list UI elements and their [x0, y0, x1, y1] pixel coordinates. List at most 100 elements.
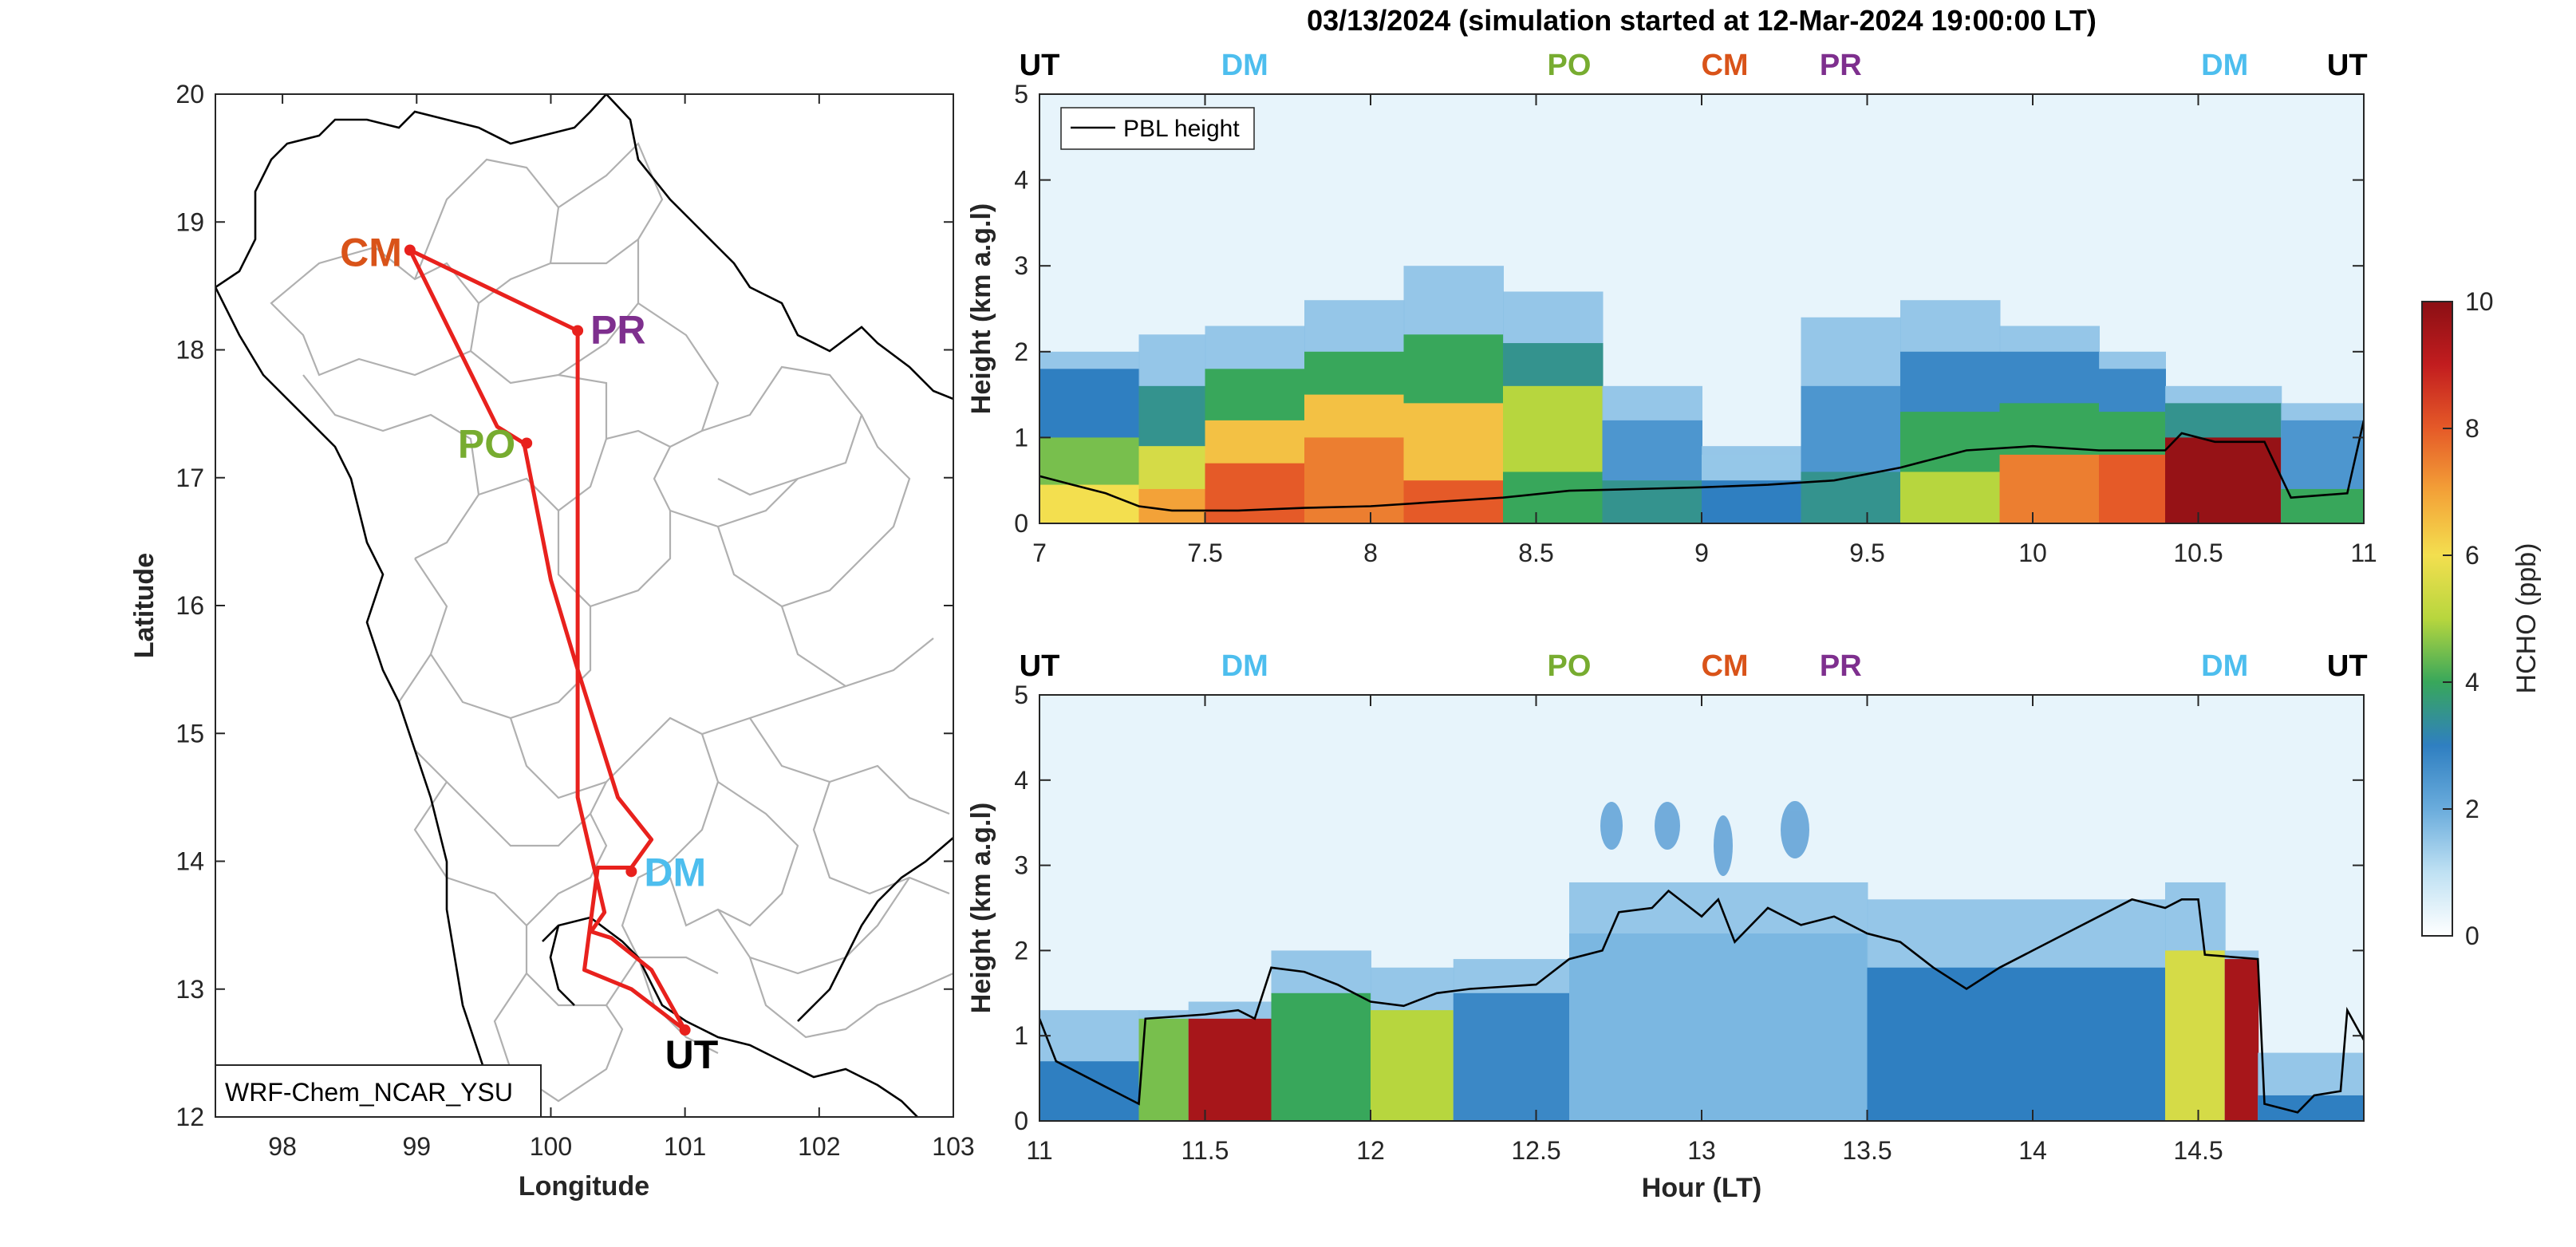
- x-tick-label: 7.5: [1187, 539, 1222, 567]
- x-tick-label: 12: [1356, 1136, 1385, 1165]
- x-tick-label: 8: [1363, 539, 1378, 567]
- x-tick-label: 13: [1687, 1136, 1716, 1165]
- map-y-tick-label: 18: [176, 336, 204, 365]
- pbl-legend-label: PBL height: [1123, 116, 1240, 142]
- hcho-column: [2099, 454, 2166, 523]
- y-tick-label: 1: [1014, 423, 1028, 452]
- site-label-ut: UT: [2327, 649, 2368, 683]
- site-marker-po: [521, 437, 533, 449]
- colorbar-tick-label: 10: [2465, 287, 2494, 316]
- y-tick-label: 3: [1014, 851, 1028, 880]
- hcho-column: [1999, 454, 2100, 523]
- top-ticks: 7 7.5 8 8.5 9 9.5 10 10.5 11 0 1 2 3 4 5: [1014, 80, 2377, 567]
- hcho-column: [1138, 488, 1206, 523]
- bottom-aloft-blobs: [1600, 801, 1809, 876]
- bottom-y-axis-label: Height (km a.g.l): [966, 803, 996, 1013]
- hcho-column: [1453, 992, 1570, 1121]
- x-tick-label: 11: [2350, 539, 2377, 567]
- colorbar-label: HCHO (ppb): [2511, 543, 2542, 694]
- site-label-ut: UT: [2327, 49, 2368, 82]
- curtain-panel-top: 03/13/2024 (simulation started at 12-Mar…: [966, 4, 2377, 567]
- map-province-borders: [270, 142, 953, 1103]
- x-tick-label: 11.5: [1181, 1136, 1229, 1165]
- colorbar-ticks: 0 2 4 6 8 10: [2443, 287, 2494, 950]
- map-panel: CM PR PO DM UT 98 99 100 101 102 103 12 13 14 15 16 17…: [129, 80, 975, 1202]
- y-tick-label: 5: [1014, 681, 1028, 709]
- map-y-tick-label: 16: [176, 591, 204, 620]
- y-tick-label: 1: [1014, 1021, 1028, 1050]
- y-tick-label: 0: [1014, 1107, 1028, 1135]
- hcho-column: [1867, 967, 2166, 1121]
- map-x-ticks: 98 99 100 101 102 103: [268, 94, 975, 1161]
- site-label-pr: PR: [590, 307, 645, 352]
- colorbar: 0 2 4 6 8 10 HCHO (ppb): [2421, 287, 2542, 950]
- hcho-column: [1304, 437, 1405, 523]
- map-y-tick-label: 13: [176, 975, 204, 1004]
- site-label-dm: DM: [1221, 49, 1268, 82]
- site-marker-pr: [572, 325, 584, 337]
- top-site-labels: UT DM PO CM PR DM UT: [1020, 49, 2368, 82]
- y-tick-label: 4: [1014, 166, 1028, 195]
- site-label-dm: DM: [2201, 649, 2248, 683]
- colorbar-tick-label: 6: [2465, 541, 2479, 570]
- colorbar-tick-label: 2: [2465, 795, 2479, 823]
- colorbar-gradient: [2421, 301, 2453, 937]
- site-marker-cm: [404, 244, 416, 256]
- model-label: WRF-Chem_NCAR_YSU: [225, 1078, 513, 1107]
- site-label-ut: UT: [1020, 49, 1060, 82]
- x-tick-label: 13.5: [1842, 1136, 1892, 1165]
- x-tick-label: 9.5: [1849, 539, 1884, 567]
- map-y-tick-label: 17: [176, 464, 204, 492]
- hcho-column: [1138, 1018, 1189, 1121]
- site-label-dm: DM: [2201, 49, 2248, 82]
- map-x-tick-label: 103: [932, 1132, 974, 1161]
- hcho-column: [1900, 472, 2001, 523]
- site-label-po: PO: [458, 421, 515, 466]
- colorbar-tick-label: 0: [2465, 921, 2479, 950]
- y-tick-label: 5: [1014, 80, 1028, 109]
- map-x-tick-label: 98: [268, 1132, 297, 1161]
- hcho-column: [1188, 1018, 1272, 1121]
- hcho-column: [2224, 959, 2259, 1121]
- hcho-column: [1403, 480, 1504, 523]
- site-label-ut: UT: [665, 1032, 719, 1077]
- hcho-column: [1205, 463, 1305, 523]
- y-tick-label: 3: [1014, 251, 1028, 280]
- y-tick-label: 2: [1014, 337, 1028, 366]
- hcho-column: [1271, 992, 1371, 1121]
- y-tick-label: 0: [1014, 509, 1028, 538]
- x-tick-label: 11: [1026, 1136, 1052, 1165]
- hcho-column: [2165, 437, 2282, 523]
- x-tick-label: 10: [2018, 539, 2047, 567]
- x-tick-label: 14.5: [2173, 1136, 2223, 1165]
- hcho-column: [1039, 484, 1140, 523]
- map-y-tick-label: 14: [176, 847, 204, 876]
- site-label-cm: CM: [1701, 649, 1748, 683]
- x-tick-label: 8.5: [1518, 539, 1553, 567]
- site-label-cm: CM: [1701, 49, 1748, 82]
- colorbar-tick-label: 8: [2465, 414, 2479, 443]
- bottom-site-labels: UT DM PO CM PR DM UT: [1020, 649, 2368, 683]
- hcho-column: [1371, 1010, 1454, 1121]
- pbl-legend: PBL height: [1060, 107, 1255, 150]
- map-x-tick-label: 101: [664, 1132, 706, 1161]
- x-tick-label: 7: [1032, 539, 1047, 567]
- model-label-box: [215, 1064, 542, 1118]
- x-tick-label: 10.5: [2173, 539, 2223, 567]
- y-tick-label: 2: [1014, 936, 1028, 965]
- x-tick-label: 12.5: [1511, 1136, 1560, 1165]
- site-label-pr: PR: [1820, 649, 1862, 683]
- site-label-po: PO: [1548, 649, 1592, 683]
- site-label-dm: DM: [644, 850, 706, 894]
- top-y-axis-label: Height (km a.g.l): [966, 203, 996, 414]
- hcho-column: [1569, 933, 1868, 1121]
- map-sites: CM PR PO DM UT: [340, 231, 718, 1078]
- site-label-cm: CM: [340, 231, 402, 275]
- x-tick-label: 9: [1694, 539, 1709, 567]
- flight-route: [408, 248, 687, 1032]
- bottom-x-axis-label: Hour (LT): [1642, 1173, 1761, 1203]
- site-label-po: PO: [1548, 49, 1592, 82]
- hcho-column: [1801, 472, 1901, 523]
- map-country-borders: [215, 94, 953, 1117]
